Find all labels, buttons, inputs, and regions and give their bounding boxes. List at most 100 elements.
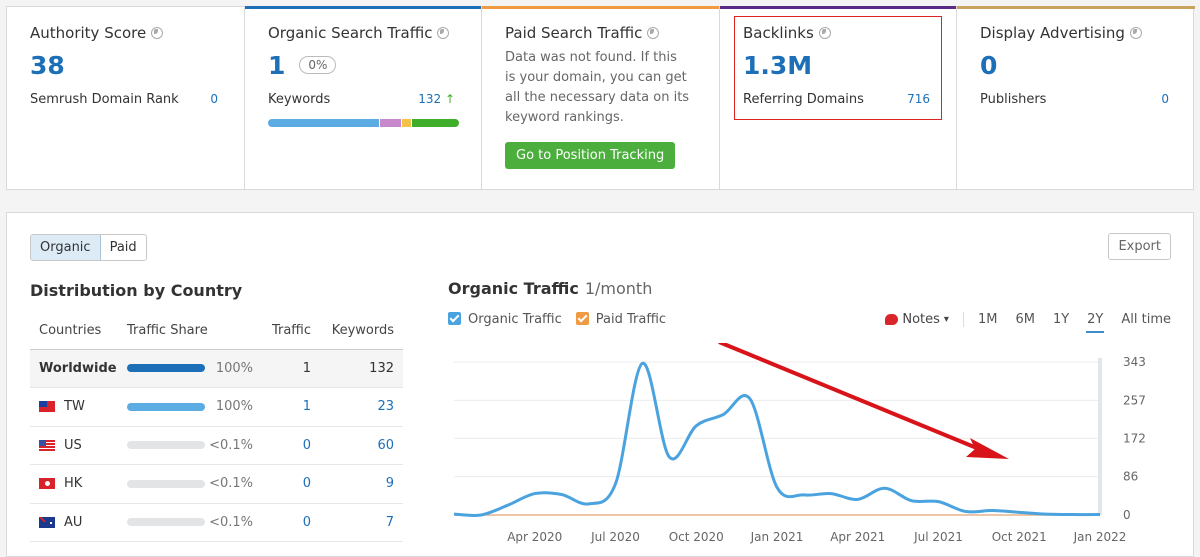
- share-bar: [127, 479, 205, 488]
- share-pct: 100%: [215, 399, 253, 415]
- range-1m[interactable]: 1M: [977, 312, 998, 327]
- table-row[interactable]: HK <0.1% 0 9: [30, 464, 403, 504]
- card-title: Paid Search Traffic: [505, 24, 643, 42]
- legend-paid-traffic[interactable]: Paid Traffic: [575, 312, 666, 327]
- display-advertising-value[interactable]: 0: [980, 50, 998, 80]
- legend-organic-traffic[interactable]: Organic Traffic: [448, 312, 562, 327]
- globe-icon[interactable]: [818, 27, 831, 39]
- country-name: US: [64, 437, 82, 453]
- globe-icon[interactable]: [647, 27, 660, 39]
- red-arrow-annotation: [718, 343, 1009, 459]
- arrow-up-icon: ↑: [444, 92, 455, 106]
- organic-traffic-chart[interactable]: 0 86 172 257 343 Apr 2020 Jul 2020 Oct 2020 Jan…: [437, 343, 1195, 555]
- referring-domains-value[interactable]: 716: [907, 92, 930, 106]
- card-accent-bar: [245, 6, 481, 9]
- traffic-panel: Organic Paid Export Distribution by Coun…: [6, 212, 1194, 557]
- card-accent-bar: [720, 6, 956, 9]
- keywords-value[interactable]: 7: [320, 503, 403, 542]
- svg-text:Jan 2021: Jan 2021: [750, 530, 804, 544]
- traffic-value[interactable]: 0: [258, 426, 320, 465]
- segment-top3: [268, 119, 379, 127]
- row-label: Semrush Domain Rank: [30, 92, 179, 107]
- checkbox-checked-icon[interactable]: [575, 312, 589, 325]
- card-paid-search-traffic: Paid Search Traffic Data was not found. …: [482, 6, 720, 189]
- svg-text:172: 172: [1123, 431, 1146, 445]
- svg-text:86: 86: [1123, 470, 1138, 484]
- go-to-position-tracking-button[interactable]: Go to Position Tracking: [505, 142, 676, 169]
- card-authority-score[interactable]: Authority Score 38 Semrush Domain Rank 0: [7, 7, 245, 189]
- col-traffic: Traffic: [258, 313, 320, 350]
- svg-text:Oct 2020: Oct 2020: [669, 530, 724, 544]
- card-accent-bar: [957, 6, 1195, 9]
- keyword-position-bar[interactable]: [268, 119, 459, 127]
- chart-scroll-handle[interactable]: [1098, 358, 1102, 515]
- keywords-value[interactable]: 60: [320, 426, 403, 465]
- svg-text:257: 257: [1123, 393, 1146, 407]
- range-6m[interactable]: 6M: [1015, 312, 1035, 327]
- globe-icon[interactable]: [151, 27, 164, 39]
- organic-traffic-value[interactable]: 1: [268, 50, 286, 80]
- country-name: HK: [64, 476, 83, 492]
- traffic-value[interactable]: 1: [258, 387, 320, 427]
- chevron-down-icon: ▾: [943, 314, 949, 325]
- no-data-message: Data was not found. If this is your doma…: [505, 50, 690, 125]
- chart-unit: 1/month: [584, 279, 653, 298]
- table-row[interactable]: TW 100% 1 23: [30, 387, 403, 427]
- row-label: Referring Domains: [743, 92, 864, 107]
- table-row[interactable]: AU <0.1% 0 7: [30, 503, 403, 542]
- country-name: TW: [64, 399, 85, 415]
- change-badge: 0%: [299, 56, 337, 74]
- organic-paid-toggle: Organic Paid: [30, 234, 147, 261]
- svg-text:Jul 2020: Jul 2020: [590, 530, 640, 544]
- notes-dropdown[interactable]: Notes ▾: [885, 312, 964, 327]
- chart-legend: Organic Traffic Paid Traffic: [448, 312, 666, 327]
- col-keywords: Keywords: [320, 313, 403, 350]
- share-bar: [127, 364, 205, 373]
- flag-tw-icon: [39, 401, 55, 413]
- export-button[interactable]: Export: [1108, 233, 1171, 260]
- time-range-selector: Notes ▾ 1M 6M 1Y 2Y All time: [885, 312, 1171, 333]
- traffic-value[interactable]: 0: [258, 503, 320, 542]
- globe-icon[interactable]: [437, 27, 450, 39]
- card-title: Organic Search Traffic: [268, 24, 433, 42]
- col-countries: Countries: [30, 313, 118, 350]
- range-1y[interactable]: 1Y: [1052, 312, 1070, 327]
- chart-title: Organic Traffic 1/month: [448, 279, 653, 298]
- traffic-value[interactable]: 0: [258, 464, 320, 504]
- range-2y[interactable]: 2Y: [1086, 312, 1105, 333]
- row-label: Publishers: [980, 92, 1047, 107]
- country-name: Worldwide: [30, 349, 118, 388]
- checkbox-checked-icon[interactable]: [448, 312, 461, 325]
- card-display-advertising[interactable]: Display Advertising 0 Publishers 0: [957, 6, 1195, 189]
- svg-text:0: 0: [1123, 508, 1131, 522]
- toggle-paid[interactable]: Paid: [109, 240, 137, 255]
- share-pct: 100%: [215, 360, 253, 376]
- svg-text:Oct 2021: Oct 2021: [992, 530, 1047, 544]
- keywords-value[interactable]: 23: [320, 387, 403, 427]
- card-backlinks[interactable]: Backlinks 1.3M Referring Domains 716: [720, 6, 957, 189]
- y-axis-labels: 0 86 172 257 343: [1123, 355, 1146, 522]
- authority-score-value[interactable]: 38: [30, 50, 65, 80]
- table-row[interactable]: Worldwide 100% 1 132: [30, 349, 403, 388]
- share-pct: <0.1%: [209, 437, 253, 453]
- share-pct: <0.1%: [209, 476, 253, 492]
- keywords-value[interactable]: 132 ↑: [418, 92, 455, 106]
- table-row[interactable]: US <0.1% 0 60: [30, 426, 403, 465]
- card-organic-search-traffic[interactable]: Organic Search Traffic 1 0% Keywords 132 ↑: [245, 6, 482, 189]
- country-distribution-table: Countries Traffic Share Traffic Keywords…: [30, 313, 403, 542]
- svg-text:Jul 2021: Jul 2021: [913, 530, 963, 544]
- flag-hk-icon: [39, 478, 55, 490]
- share-pct: <0.1%: [209, 514, 253, 530]
- backlinks-value[interactable]: 1.3M: [743, 50, 813, 80]
- segment-21-plus: [411, 119, 459, 127]
- svg-text:Jan 2022: Jan 2022: [1073, 530, 1127, 544]
- globe-icon[interactable]: [1129, 27, 1142, 39]
- domain-rank-value[interactable]: 0: [210, 92, 218, 106]
- range-all-time[interactable]: All time: [1121, 312, 1171, 327]
- col-traffic-share: Traffic Share: [118, 313, 258, 350]
- flag-au-icon: [39, 516, 55, 528]
- toggle-organic[interactable]: Organic: [31, 235, 101, 260]
- card-title: Backlinks: [743, 24, 814, 42]
- publishers-value[interactable]: 0: [1161, 92, 1169, 106]
- keywords-value[interactable]: 9: [320, 464, 403, 504]
